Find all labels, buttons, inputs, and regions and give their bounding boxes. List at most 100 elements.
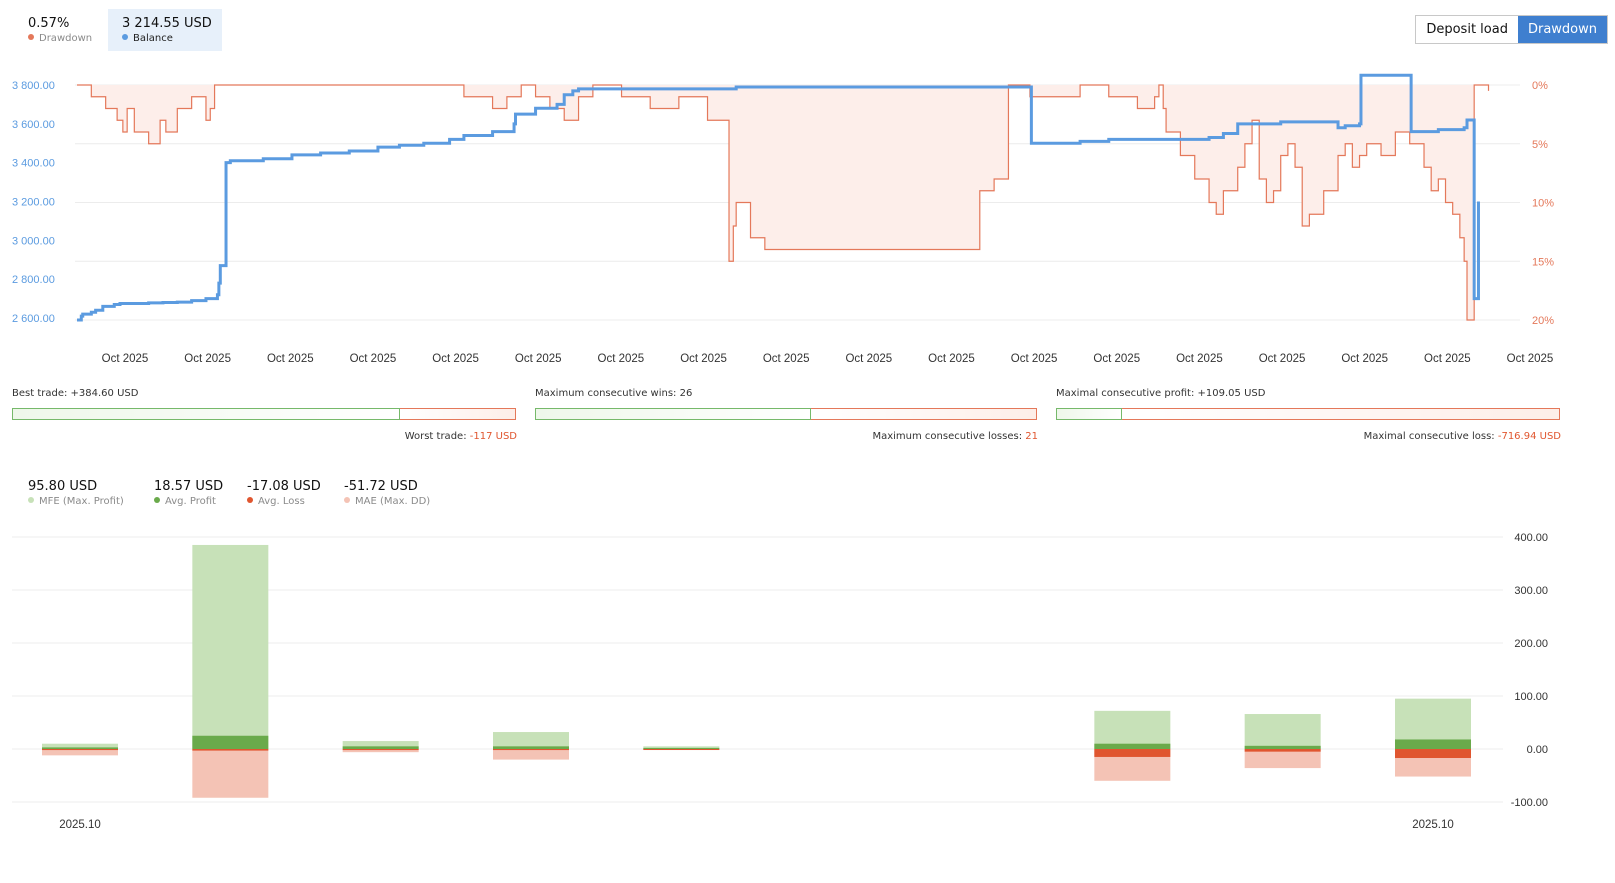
stat-top-caption: Best trade: <box>12 388 71 399</box>
bar-avg-loss <box>1244 749 1321 752</box>
legend-balance[interactable]: 3 214.55 USD Balance <box>108 9 222 51</box>
bar-avg-profit <box>1094 743 1171 749</box>
legend-dot-icon <box>154 497 160 503</box>
x-axis-tick-label: 2025.10 <box>1412 819 1454 831</box>
legend-label-text: MFE (Max. Profit) <box>39 496 124 507</box>
legend-label-text: MAE (Max. DD) <box>355 496 431 507</box>
legend-item[interactable]: 18.57 USD Avg. Profit <box>140 472 237 514</box>
drawdown-area <box>77 85 1489 320</box>
legend-value: 95.80 USD <box>28 479 98 494</box>
legend-label: Avg. Loss <box>247 496 321 507</box>
bar-mfe-max-profit <box>192 544 269 749</box>
legend-dot-icon <box>247 497 253 503</box>
stat-top-label: Best trade: +384.60 USD <box>12 388 138 399</box>
y-axis-tick-label: 300.00 <box>1514 585 1548 597</box>
left-axis-tick-label: 2 600.00 <box>12 313 55 325</box>
bar-avg-profit <box>1395 739 1471 749</box>
x-axis-tick-label: Oct 2025 <box>928 353 975 365</box>
stat-top-value: 26 <box>679 388 693 399</box>
bar-mfe-max-profit <box>342 741 419 749</box>
right-axis-tick-label: 5% <box>1532 139 1548 151</box>
left-axis-tick-label: 3 400.00 <box>12 158 55 170</box>
x-axis-tick-label: Oct 2025 <box>267 353 314 365</box>
bar-avg-loss <box>342 749 419 751</box>
x-axis-tick-label: 2025.10 <box>59 819 101 831</box>
stat-top-label: Maximum consecutive wins: 26 <box>535 388 692 399</box>
bar-avg-profit <box>643 747 720 749</box>
legend-dot-icon <box>28 497 34 503</box>
stat-ratio-bar <box>12 408 516 420</box>
drawdown-button[interactable]: Drawdown <box>1517 16 1607 43</box>
stat-bar-negative <box>1121 408 1560 420</box>
right-axis-tick-label: 15% <box>1532 256 1554 268</box>
x-axis-tick-label: Oct 2025 <box>845 353 892 365</box>
stat-top-value: +109.05 USD <box>1197 388 1266 399</box>
stat-bottom-label: Maximal consecutive loss: -716.94 USD <box>1056 431 1561 442</box>
stat-bottom-label: Maximum consecutive losses: 21 <box>535 431 1038 442</box>
balance-line <box>77 73 1480 322</box>
stat-bar-positive <box>535 408 812 420</box>
drawdown-value: 0.57% <box>28 16 70 31</box>
bar-avg-loss <box>42 749 118 751</box>
x-axis-tick-label: Oct 2025 <box>1259 353 1306 365</box>
bar-mfe-max-profit <box>643 746 720 749</box>
bar-mae-max-dd <box>493 749 569 760</box>
y-axis-tick-label: -100.00 <box>1511 797 1548 809</box>
x-axis-tick-label: Oct 2025 <box>1011 353 1058 365</box>
balance-label: Balance <box>122 33 208 44</box>
legend-dot-icon <box>344 497 350 503</box>
stat-bottom-caption: Maximum consecutive losses: <box>872 431 1026 442</box>
bar-mfe-max-profit <box>42 743 118 749</box>
bar-mae-max-dd <box>342 749 419 753</box>
drawdown-line <box>77 84 1490 321</box>
x-axis-tick-label: Oct 2025 <box>1424 353 1471 365</box>
bar-mfe-max-profit <box>493 732 569 749</box>
stat-bottom-caption: Maximal consecutive loss: <box>1363 431 1498 442</box>
y-axis-tick-label: 0.00 <box>1527 744 1548 756</box>
stat-top-caption: Maximum consecutive wins: <box>535 388 680 399</box>
balance-value: 3 214.55 USD <box>122 16 212 31</box>
legend-label: MFE (Max. Profit) <box>28 496 124 507</box>
x-axis-tick-label: Oct 2025 <box>680 353 727 365</box>
legend-item[interactable]: -17.08 USD Avg. Loss <box>233 472 335 514</box>
x-axis-tick-label: Oct 2025 <box>1093 353 1140 365</box>
stat-bottom-value: -117 USD <box>469 431 517 442</box>
legend-label-text: Avg. Loss <box>258 496 305 507</box>
bar-mfe-max-profit <box>1244 714 1321 749</box>
right-axis-tick-label: 10% <box>1532 198 1554 210</box>
bar-avg-loss <box>1395 749 1471 759</box>
x-axis-tick-label: Oct 2025 <box>184 353 231 365</box>
mfe-mae-chart[interactable]: 400.00 300.00 200.00 100.00 0.00 -100.00 2025.… <box>0 530 1615 883</box>
bar-avg-profit <box>493 746 569 749</box>
bar-avg-loss <box>493 749 569 751</box>
drawdown-label: Drawdown <box>28 33 92 44</box>
legend-value: 18.57 USD <box>154 479 224 494</box>
deposit-load-button[interactable]: Deposit load <box>1416 16 1518 43</box>
stat-bar-negative <box>400 408 516 420</box>
legend-value: -51.72 USD <box>344 479 418 494</box>
stat-ratio-bar <box>1056 408 1560 420</box>
legend-label-text: Avg. Profit <box>165 496 216 507</box>
x-axis-tick-label: Oct 2025 <box>1507 353 1554 365</box>
x-axis-tick-label: Oct 2025 <box>102 353 149 365</box>
left-axis-tick-label: 3 800.00 <box>12 80 55 92</box>
x-axis-tick-label: Oct 2025 <box>432 353 479 365</box>
x-axis-tick-label: Oct 2025 <box>1341 353 1388 365</box>
right-axis-tick-label: 20% <box>1532 315 1554 327</box>
stat-bottom-value: -716.94 USD <box>1497 431 1561 442</box>
bar-mae-max-dd <box>192 749 269 798</box>
stat-bottom-caption: Worst trade: <box>404 431 470 442</box>
stat-bar-positive <box>12 408 401 420</box>
stat-top-value: +384.60 USD <box>70 388 139 399</box>
legend-item[interactable]: -51.72 USD MAE (Max. DD) <box>330 472 444 514</box>
left-axis-tick-label: 2 800.00 <box>12 274 55 286</box>
stat-ratio-bar <box>535 408 1037 420</box>
legend-item[interactable]: 95.80 USD MFE (Max. Profit) <box>14 472 138 514</box>
left-axis-tick-label: 3 000.00 <box>12 235 55 247</box>
bar-avg-loss <box>643 749 720 750</box>
drawdown-dot-icon <box>28 34 34 40</box>
balance-drawdown-chart[interactable]: 0% 5% 10% 15% 20% 3 800.00 3 600.00 3 400.00 3 2… <box>0 50 1615 380</box>
legend-drawdown[interactable]: 0.57% Drawdown <box>14 9 106 51</box>
legend-label: Avg. Profit <box>154 496 223 507</box>
bar-avg-profit <box>1244 745 1321 749</box>
